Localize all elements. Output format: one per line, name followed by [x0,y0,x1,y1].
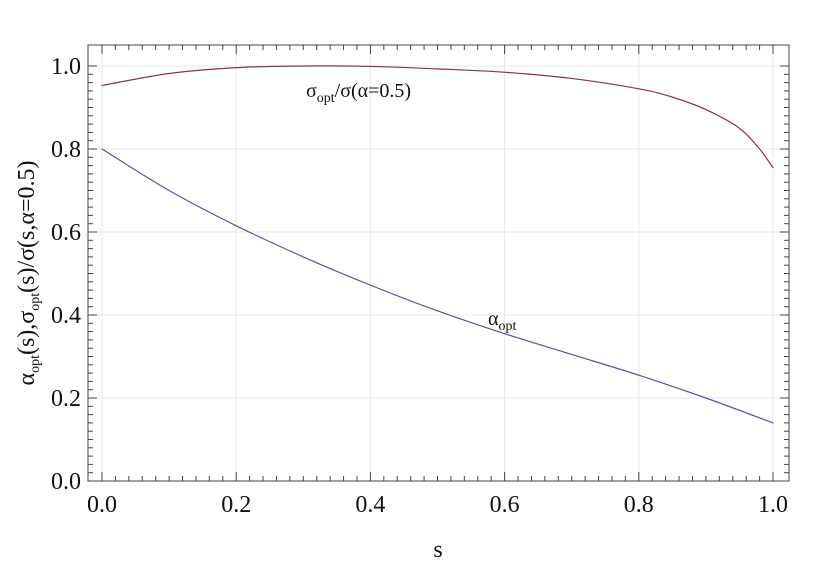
y-axis-label-main-1: α [14,373,40,386]
x-tick-label-2: 0.4 [355,492,385,518]
series-label-sigma-ratio-main-2: /σ(α=0.5) [335,80,411,102]
y-axis-label-sub-1: opt [28,355,43,373]
y-axis-label-main-3: (s)/σ(s,α=0.5) [14,161,40,293]
grid-lines [88,45,789,482]
y-tick-label-5: 1.0 [51,54,81,80]
y-tick-label-2: 0.4 [51,303,81,329]
series-label-alpha-opt: αopt [488,308,516,334]
series-label-alpha-opt-main: α [488,308,499,330]
plot-frame [87,44,790,482]
x-tick-label-3: 0.6 [490,492,520,518]
x-tick-label-0: 0.0 [87,492,117,518]
series-line-alpha-opt [101,148,774,424]
series-label-sigma-ratio: σopt/σ(α=0.5) [306,80,411,106]
series-label-sigma-ratio-subscript: opt [317,91,335,106]
series-lines [101,65,774,424]
tick-labels: 0.0 0.2 0.4 0.6 0.8 1.0 0.0 0.2 0.4 0.6 0.8 1.0 [51,54,788,518]
y-tick-label-1: 0.2 [51,386,81,412]
y-axis-label: αopt(s),σopt(s)/σ(s,α=0.5) [14,161,43,386]
series-label-sigma-ratio-main-1: σ [306,80,317,102]
y-tick-label-4: 0.8 [51,137,81,163]
series-label-alpha-opt-subscript: opt [498,319,516,334]
y-axis-label-sub-2: opt [28,293,43,311]
x-tick-label-4: 0.8 [624,492,654,518]
y-axis-label-main-2: (s),σ [14,311,40,355]
series-line-sigma-ratio [101,65,774,169]
y-tick-label-3: 0.6 [51,220,81,246]
y-tick-label-0: 0.0 [51,469,81,495]
x-tick-label-1: 0.2 [221,492,251,518]
x-axis-label: s [433,537,442,563]
axis-ticks [88,45,789,482]
x-tick-label-5: 1.0 [758,492,788,518]
